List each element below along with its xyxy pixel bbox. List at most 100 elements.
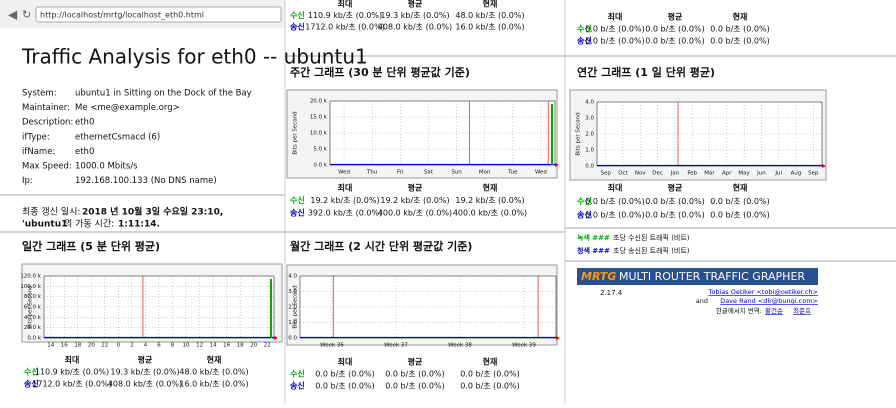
x-tick-label: 22 — [101, 343, 108, 349]
legend-text: 초당 수신된 트래픽 (비트) — [613, 233, 690, 242]
axis-arrow — [822, 164, 826, 168]
stats-cell: 0.0 b/초 (0.0%) — [585, 37, 645, 46]
stats-cell: 0.0 b/초 (0.0%) — [710, 25, 770, 34]
stats-cell: 110.9 kb/초 (0.0%) — [308, 11, 382, 20]
stats-row-label: 송신 — [290, 208, 305, 218]
y-tick-label: 0.0 k — [313, 163, 327, 169]
legend-key: 청색 ### — [577, 246, 610, 255]
y-tick-label: 0.0 k — [27, 336, 41, 342]
x-tick-label: Feb — [687, 171, 697, 177]
stats-header: 평균 — [408, 183, 423, 193]
y-tick-label: 0.0 — [585, 164, 594, 170]
stats-header: 평균 — [408, 0, 423, 9]
x-tick-label: Week 36 — [320, 343, 344, 349]
x-tick-label: 16 — [61, 343, 68, 349]
version: 2.17.4 — [600, 289, 623, 297]
stats-row-label: 송신 — [290, 381, 305, 391]
stats-row-label: 송신 — [577, 210, 592, 220]
back-button[interactable]: ◀ — [8, 8, 18, 22]
plot-area — [329, 100, 556, 166]
y-tick-label: 4.0 — [585, 100, 594, 106]
stats-header: 평균 — [668, 183, 683, 193]
x-tick-label: 2 — [130, 343, 134, 349]
y-tick-label: 20.0 k — [310, 99, 328, 105]
stats-header: 최대 — [338, 357, 353, 367]
x-tick-label: Fri — [397, 170, 404, 176]
stats-cell: 0.0 b/초 (0.0%) — [385, 382, 445, 391]
info-value: eth0 — [75, 118, 94, 128]
stats-cell: 0.0 b/초 (0.0%) — [710, 37, 770, 46]
x-tick-label: Tue — [507, 170, 518, 176]
logo-text: MULTI ROUTER TRAFFIC GRAPHER — [619, 270, 805, 283]
graph-title: 주간 그래프 (30 분 단위 평균값 기준) — [290, 65, 470, 79]
info-value: ethernetCsmacd (6) — [75, 132, 160, 142]
y-axis-label: Bits per Second — [293, 111, 299, 154]
stats-row-label: 수신 — [290, 195, 305, 205]
x-tick-label: Aug — [791, 171, 802, 177]
x-tick-label: 6 — [157, 343, 161, 349]
stats-cell: 16.0 kb/초 (0.0%) — [179, 380, 248, 389]
x-tick-label: 4 — [144, 343, 148, 349]
x-tick-label: 8 — [171, 343, 175, 349]
x-tick-label: Sun — [451, 170, 462, 176]
legend-key: 녹색 ### — [577, 233, 610, 242]
stats-cell: 0.0 b/초 (0.0%) — [645, 37, 705, 46]
author: Tobias Oetiker <tobi@oetiker.ch> — [708, 288, 819, 296]
info-value: eth0 — [75, 147, 94, 157]
stats-cell: 392.0 kb/초 (0.0%) — [308, 209, 382, 218]
reload-button[interactable]: ↻ — [22, 8, 31, 21]
x-tick-label: Week 39 — [512, 343, 536, 349]
stats-header: 현재 — [483, 0, 498, 9]
stats-cell: 0.0 b/초 (0.0%) — [585, 211, 645, 220]
stats-row-label: 송신 — [577, 36, 592, 46]
stats-cell: 400.0 kb/초 (0.0%) — [378, 209, 452, 218]
stats-cell: 0.0 b/초 (0.0%) — [645, 211, 705, 220]
stats-cell: 19.3 kb/초 (0.0%) — [380, 11, 449, 20]
stats-cell: 0.0 b/초 (0.0%) — [710, 211, 770, 220]
x-tick-label: 12 — [196, 343, 203, 349]
y-tick-label: 2.0 — [585, 132, 594, 138]
x-tick-label: Sep — [808, 171, 819, 177]
and-word: and — [696, 297, 708, 305]
info-label: Ip: — [22, 176, 33, 186]
translator: 최준호 — [793, 306, 811, 315]
stats-cell: 0.0 b/초 (0.0%) — [315, 382, 375, 391]
x-tick-label: 10 — [183, 343, 190, 349]
stats-cell: 400.0 kb/초 (0.0%) — [453, 209, 527, 218]
page-title: Traffic Analysis for eth0 -- ubuntu1 — [21, 45, 368, 69]
x-tick-label: 22 — [264, 343, 271, 349]
info-value: Me <me@example.org> — [75, 103, 180, 113]
y-tick-label: 20.0 k — [24, 325, 42, 331]
stats-header: 최대 — [608, 12, 623, 22]
x-tick-label: 14 — [210, 343, 217, 349]
info-label: Max Speed: — [22, 162, 72, 172]
graph-title: 일간 그래프 (5 분 단위 평균) — [22, 239, 160, 253]
stats-cell: 19.2 kb/초 (0.0%) — [455, 196, 524, 205]
address-field[interactable] — [35, 6, 282, 23]
legend-text: 초당 송신된 트래픽 (비트) — [613, 246, 690, 255]
axis-arrow — [556, 336, 560, 340]
graph-title: 월간 그래프 (2 시간 단위 평균값 기준) — [290, 239, 472, 253]
x-tick-label: Wed — [338, 170, 350, 176]
stats-header: 평균 — [408, 357, 423, 367]
x-tick-label: Wed — [535, 170, 547, 176]
x-tick-label: 0 — [117, 343, 121, 349]
info-value: 1000.0 Mbits/s — [75, 162, 138, 172]
stats-cell: 0.0 b/초 (0.0%) — [585, 197, 645, 206]
info-value: ubuntu1 in Sitting on the Dock of the Ba… — [75, 89, 252, 99]
translation-label: 한글에서지 번역: — [716, 306, 762, 315]
x-tick-label: 18 — [237, 343, 244, 349]
x-tick-label: Thu — [366, 170, 377, 176]
y-tick-label: 1.0 — [288, 320, 297, 326]
stats-cell: 1712.0 kb/초 (0.0%) — [32, 380, 111, 389]
stats-cell: 19.2 kb/초 (0.0%) — [310, 196, 379, 205]
x-tick-label: Mon — [479, 170, 491, 176]
stats-row-label: 수신 — [24, 367, 39, 377]
x-tick-label: Oct — [618, 171, 628, 177]
axis-arrow — [274, 336, 278, 340]
y-tick-label: 2.0 — [288, 305, 297, 311]
info-label: ifType: — [22, 132, 50, 142]
y-tick-label: 5.0 k — [313, 147, 327, 153]
stats-cell: 48.0 kb/초 (0.0%) — [179, 368, 248, 377]
